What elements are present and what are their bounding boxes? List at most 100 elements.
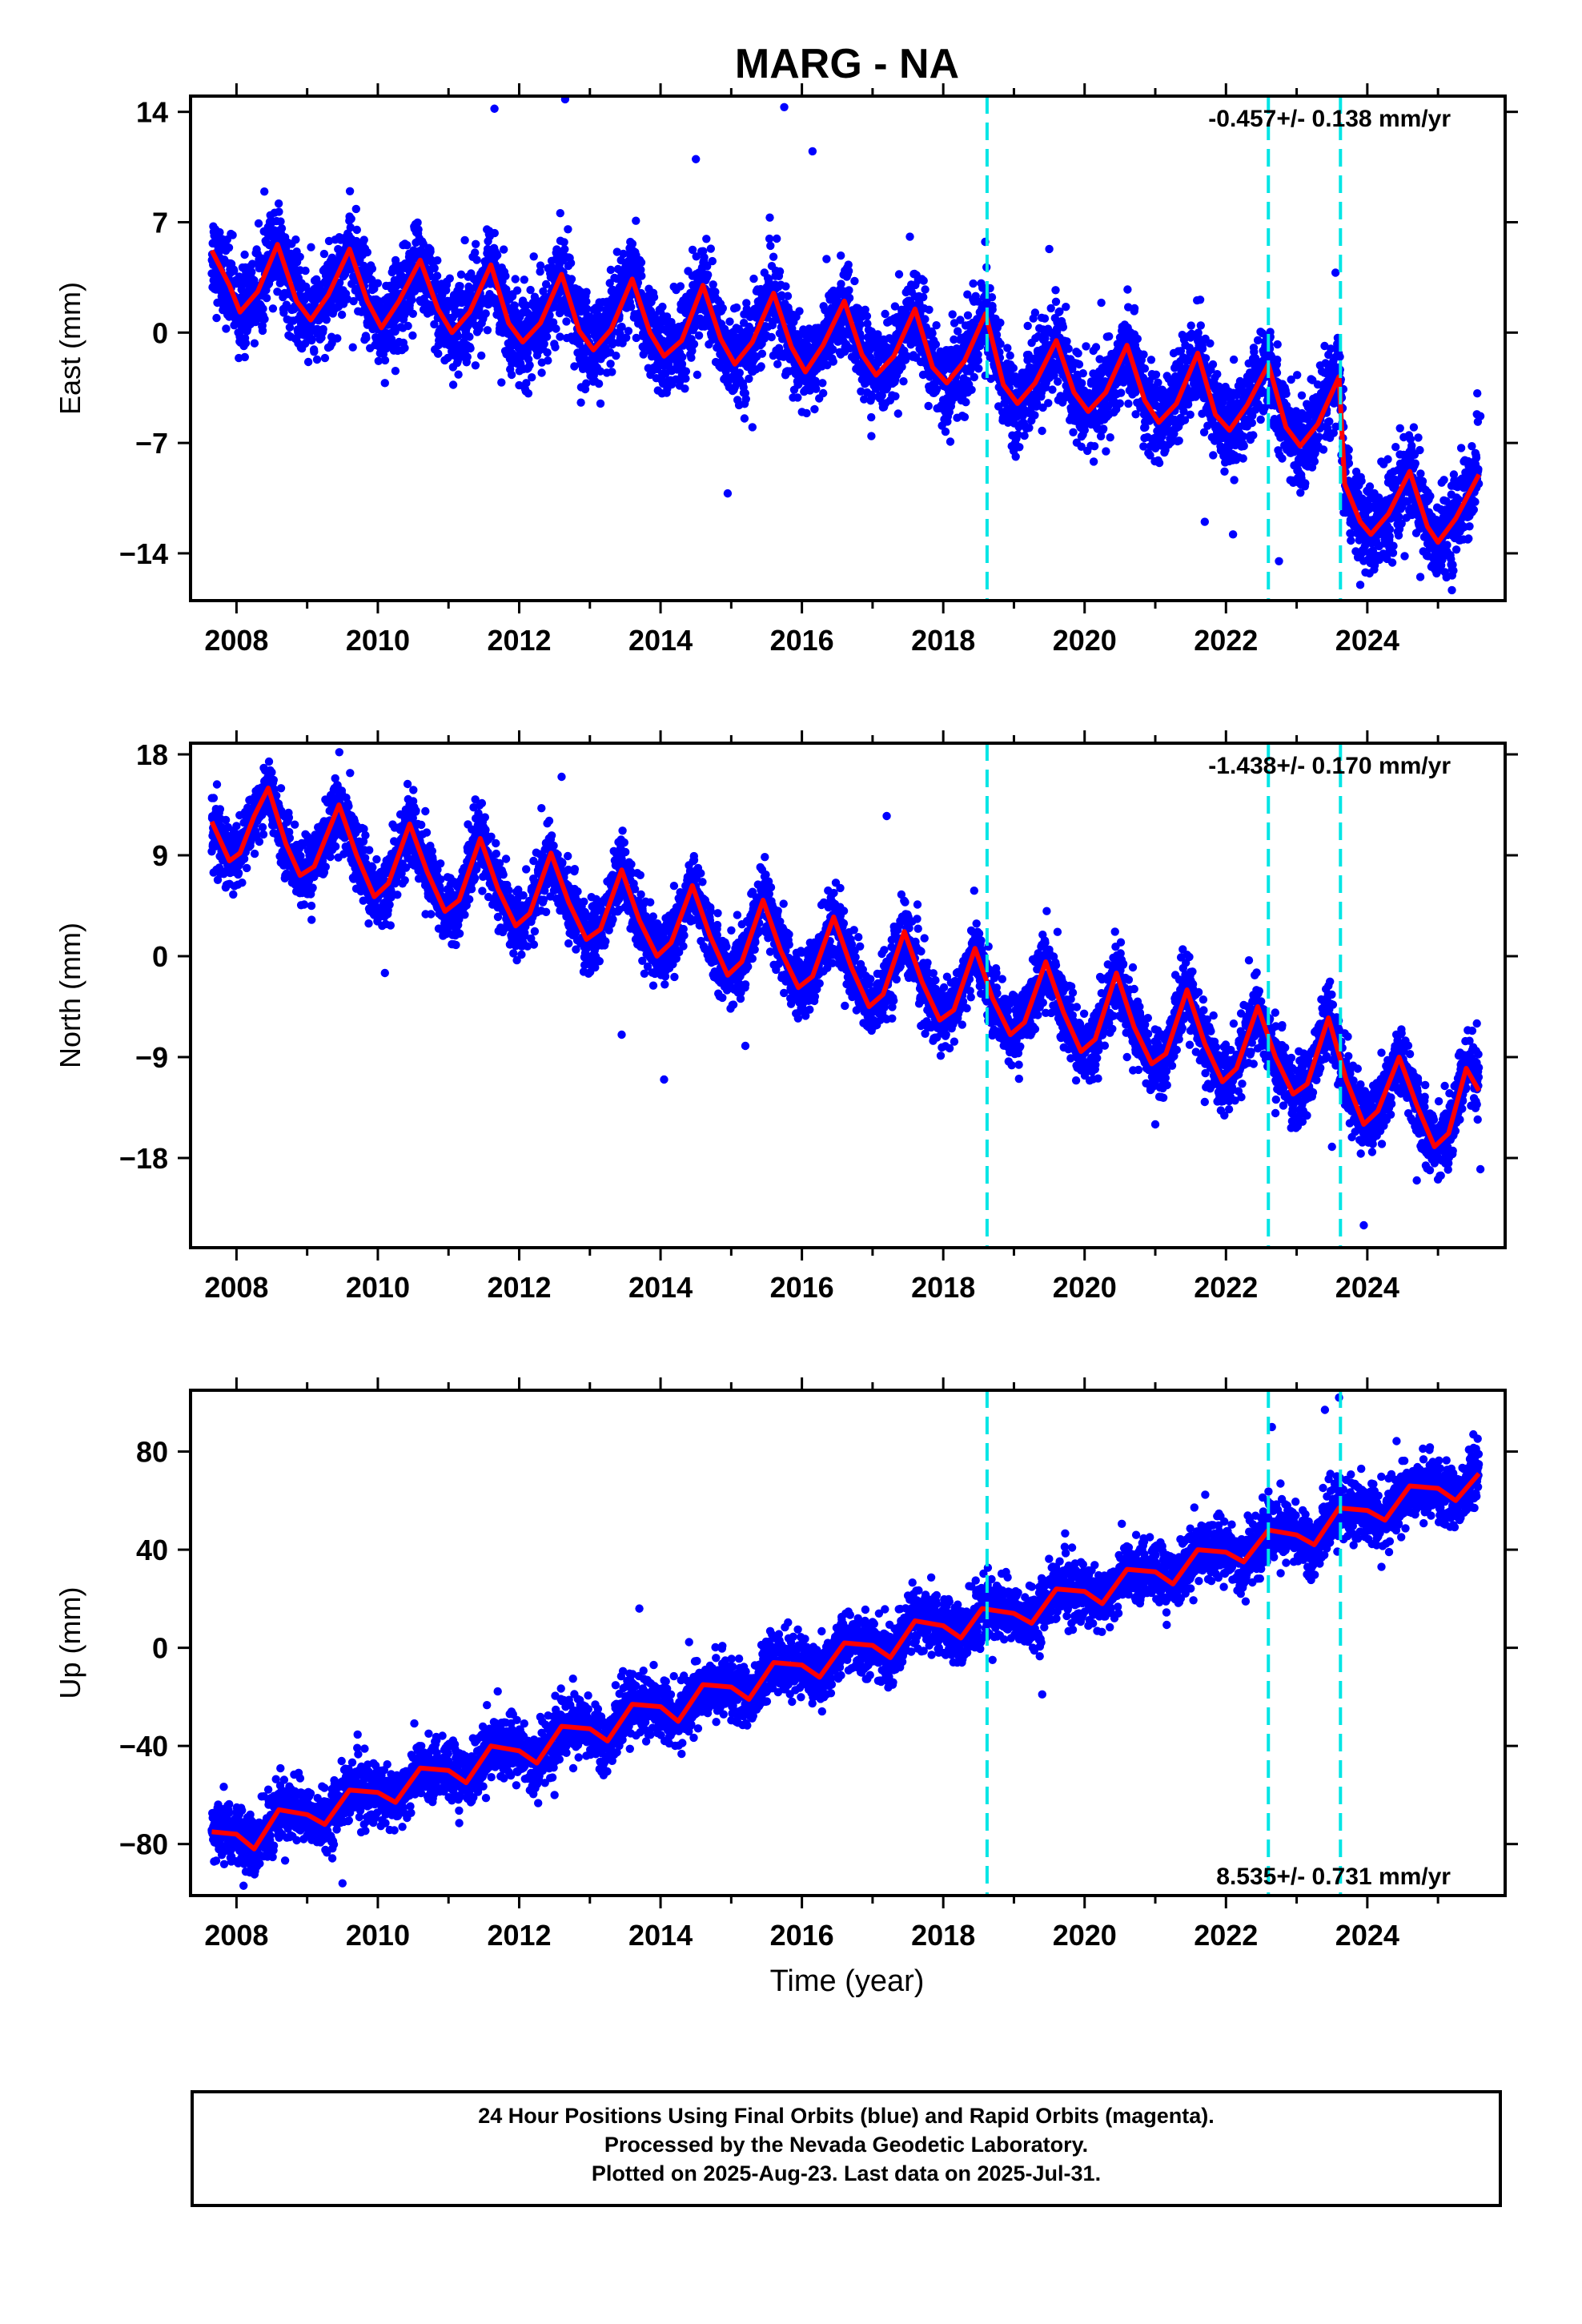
position-point [483, 326, 492, 335]
position-point [931, 340, 941, 349]
position-point [1082, 342, 1090, 351]
position-point [1220, 467, 1229, 476]
position-point [543, 348, 552, 357]
position-point [703, 262, 712, 271]
position-point [1006, 351, 1014, 360]
position-point [413, 218, 422, 227]
position-point [658, 302, 667, 312]
position-point [725, 317, 734, 326]
position-point [708, 256, 717, 266]
position-point [511, 275, 520, 283]
position-point [472, 239, 480, 248]
position-point [537, 368, 546, 377]
position-point [963, 290, 972, 299]
position-point [624, 327, 633, 336]
position-point [320, 353, 330, 363]
position-point [932, 321, 941, 330]
position-point [471, 361, 480, 370]
position-point [1015, 443, 1024, 452]
position-point [322, 316, 331, 324]
position-point [520, 275, 528, 284]
position-point [718, 304, 727, 313]
position-point [460, 235, 469, 245]
position-point [704, 271, 713, 279]
position-point [1041, 334, 1050, 343]
position-point [1229, 355, 1239, 364]
position-point [541, 279, 551, 289]
position-point [812, 384, 821, 393]
position-point [1097, 298, 1106, 308]
position-point [1201, 354, 1211, 363]
position-point [932, 384, 942, 394]
position-point [690, 323, 699, 332]
position-point [522, 301, 531, 310]
position-point [359, 235, 368, 244]
position-point [740, 414, 749, 423]
position-point [275, 207, 283, 216]
position-point [616, 255, 625, 265]
position-point [742, 299, 751, 308]
position-point [612, 352, 620, 360]
position-point [300, 296, 309, 304]
position-point [1198, 344, 1207, 353]
chart-title: MARG - NA [735, 41, 959, 87]
position-point [408, 331, 417, 340]
position-point [688, 347, 697, 356]
position-point [1106, 433, 1114, 442]
position-point [986, 374, 995, 384]
position-point [970, 372, 979, 382]
position-point [454, 370, 463, 379]
position-point [783, 292, 793, 300]
position-point [749, 274, 758, 283]
position-point [465, 332, 474, 341]
position-point [897, 362, 906, 372]
position-point [815, 336, 825, 344]
position-point [481, 309, 490, 318]
position-point [988, 305, 997, 314]
position-point [1089, 457, 1098, 466]
position-point [802, 408, 811, 418]
position-point [867, 412, 876, 422]
position-point [861, 305, 869, 314]
position-point [1044, 399, 1053, 408]
position-point [528, 373, 536, 382]
position-point [745, 374, 753, 384]
position-point [1074, 360, 1084, 369]
position-point [891, 392, 900, 400]
position-point [857, 387, 865, 396]
position-point [222, 324, 231, 333]
position-point [996, 318, 1005, 328]
position-point [1141, 423, 1150, 432]
position-point [1151, 444, 1160, 452]
position-point [432, 271, 442, 280]
position-point [757, 349, 767, 358]
position-point [367, 264, 377, 273]
position-point [224, 243, 234, 252]
position-point [526, 285, 535, 295]
position-point [477, 351, 486, 360]
position-point [307, 243, 315, 251]
position-point [627, 303, 636, 312]
position-point [765, 234, 774, 243]
position-point [1046, 304, 1055, 313]
position-point [678, 352, 687, 361]
position-point [1180, 416, 1190, 424]
position-point [1138, 374, 1148, 383]
position-point [274, 199, 283, 208]
position-point [333, 334, 342, 343]
position-point [619, 249, 628, 259]
position-point [693, 370, 702, 380]
position-point [1230, 476, 1239, 485]
position-point [374, 356, 383, 365]
position-point [1124, 303, 1133, 312]
position-point [637, 271, 646, 280]
position-point [391, 367, 400, 376]
position-point [493, 251, 502, 259]
position-point [1048, 385, 1057, 394]
position-point [529, 252, 538, 261]
position-point [551, 303, 560, 312]
position-point [919, 276, 928, 285]
position-point [899, 377, 908, 386]
position-point [345, 187, 355, 195]
position-point [545, 311, 554, 320]
